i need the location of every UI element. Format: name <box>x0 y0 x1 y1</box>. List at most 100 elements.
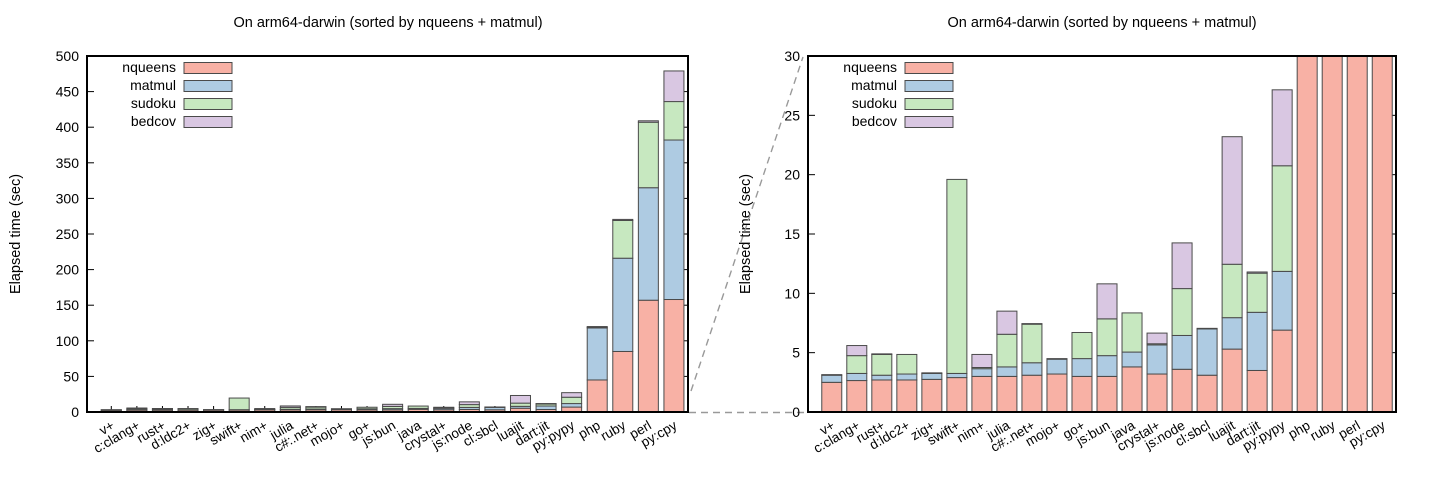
zoom-connector-diagonal <box>690 56 804 392</box>
bar-segment-matmul <box>1246 311 1268 371</box>
x-category-label: v+ <box>817 418 837 438</box>
zoom-connector-lines <box>689 56 806 414</box>
bar-segment-sudoku <box>1221 263 1243 319</box>
bar-segment-nqueens <box>1146 373 1168 413</box>
bar-segment-matmul <box>1071 358 1093 377</box>
bar-segment-nqueens <box>821 381 843 413</box>
legend-label-nqueens: nqueens <box>122 59 176 75</box>
bar-segment-nqueens <box>1321 55 1343 413</box>
bar-segment-sudoku <box>1071 331 1093 360</box>
y-tick-label: 0 <box>71 404 79 420</box>
right-y-axis-label: Elapsed time (sec) <box>738 174 754 294</box>
bar-segment-sudoku <box>100 409 122 411</box>
y-tick-label: 100 <box>56 333 80 349</box>
bar-segment-nqueens <box>1046 373 1068 413</box>
legend-swatch-nqueens <box>904 62 954 74</box>
plot-border <box>86 55 689 413</box>
right-chart-title: On arm64-darwin (sorted by nqueens + mat… <box>947 15 1256 31</box>
legend-swatch-nqueens <box>183 62 233 74</box>
bar-segment-matmul <box>1221 317 1243 350</box>
y-tick-label: 5 <box>792 345 800 361</box>
bar-segment-bedcov <box>1021 323 1043 325</box>
bar-segment-sudoku <box>821 374 843 376</box>
bar-segment-matmul <box>612 257 634 352</box>
bar-segment-bedcov <box>279 405 301 408</box>
bar-segment-nqueens <box>896 379 918 413</box>
bar-segment-sudoku <box>1271 165 1293 272</box>
bar-segment-nqueens <box>612 350 634 413</box>
bar-segment-sudoku <box>561 396 583 405</box>
y-tick-label: 20 <box>784 167 800 183</box>
y-tick-label: 500 <box>56 48 80 64</box>
bar-segment-matmul <box>586 327 608 381</box>
bar-segment-nqueens <box>846 380 868 413</box>
bar-segment-nqueens <box>586 379 608 413</box>
bar-segment-sudoku <box>846 355 868 374</box>
bar-segment-matmul <box>561 403 583 408</box>
bar-segment-bedcov <box>1221 136 1243 265</box>
bar-segment-matmul <box>1196 328 1218 376</box>
bar-segment-bedcov <box>305 406 327 408</box>
plot-border <box>807 55 1397 413</box>
bar-segment-bedcov <box>586 326 608 328</box>
bar-segment-matmul <box>1121 351 1143 368</box>
bar-segment-sudoku <box>1046 358 1068 360</box>
bar-segment-bedcov <box>1096 283 1118 320</box>
bar-segment-sudoku <box>663 101 685 141</box>
bar-segment-bedcov <box>458 401 480 406</box>
x-category-label: ruby <box>598 417 628 443</box>
bar-segment-bedcov <box>509 394 531 404</box>
bar-segment-sudoku <box>177 408 199 411</box>
legend-label-bedcov: bedcov <box>131 113 176 129</box>
bar-segment-sudoku <box>484 406 506 408</box>
y-tick-label: 0 <box>792 404 800 420</box>
bar-segment-bedcov <box>871 353 893 355</box>
bar-segment-bedcov <box>126 407 148 410</box>
bar-segment-bedcov <box>971 353 993 368</box>
bar-segment-nqueens <box>1071 375 1093 413</box>
bar-segment-nqueens <box>1171 368 1193 413</box>
bar-segment-sudoku <box>1021 323 1043 364</box>
bar-segment-matmul <box>637 187 659 301</box>
x-category-label: nim+ <box>954 418 987 446</box>
bar-segment-matmul <box>1096 355 1118 377</box>
bar-segment-sudoku <box>871 353 893 376</box>
legend-label-matmul: matmul <box>130 77 176 93</box>
bar-segment-bedcov <box>996 310 1018 335</box>
bar-segment-nqueens <box>1221 348 1243 413</box>
legend-label-bedcov: bedcov <box>852 113 897 129</box>
legend-swatch-sudoku <box>183 98 233 110</box>
bar-segment-sudoku <box>1196 327 1218 330</box>
bar-segment-matmul <box>896 373 918 381</box>
legend-swatch-matmul <box>904 80 954 92</box>
left-chart: 050100150200250300350400450500v+c:clang+… <box>56 48 689 456</box>
bar-segment-matmul <box>1271 270 1293 331</box>
legend-label-sudoku: sudoku <box>131 95 176 111</box>
bar-segment-nqueens <box>1196 374 1218 413</box>
bar-segment-sudoku <box>203 409 225 411</box>
bar-segment-nqueens <box>871 379 893 413</box>
bar-segment-nqueens <box>637 299 659 413</box>
bar-segment-bedcov <box>535 403 557 405</box>
bar-segment-sudoku <box>1121 312 1143 353</box>
bar-segment-nqueens <box>946 377 968 413</box>
y-tick-label: 200 <box>56 262 80 278</box>
bar-segment-bedcov <box>382 403 404 407</box>
bar-segment-nqueens <box>663 299 685 413</box>
bar-segment-bedcov <box>1271 89 1293 167</box>
y-tick-label: 50 <box>63 368 79 384</box>
legend-swatch-bedcov <box>183 116 233 128</box>
bar-segment-sudoku <box>407 405 429 409</box>
bar-segment-nqueens <box>996 375 1018 413</box>
right-chart: 051015202530v+c:clang+rust+d:ldc2+zig+sw… <box>784 48 1397 456</box>
bar-segment-nqueens <box>1296 55 1318 413</box>
bar-segment-sudoku <box>612 219 634 259</box>
bar-segment-matmul <box>1171 334 1193 370</box>
bar-segment-matmul <box>921 372 943 380</box>
bar-segment-matmul <box>1021 362 1043 376</box>
y-tick-label: 300 <box>56 190 80 206</box>
bar-segment-sudoku <box>996 333 1018 368</box>
bar-segment-nqueens <box>971 375 993 413</box>
bar-segment-matmul <box>821 374 843 383</box>
